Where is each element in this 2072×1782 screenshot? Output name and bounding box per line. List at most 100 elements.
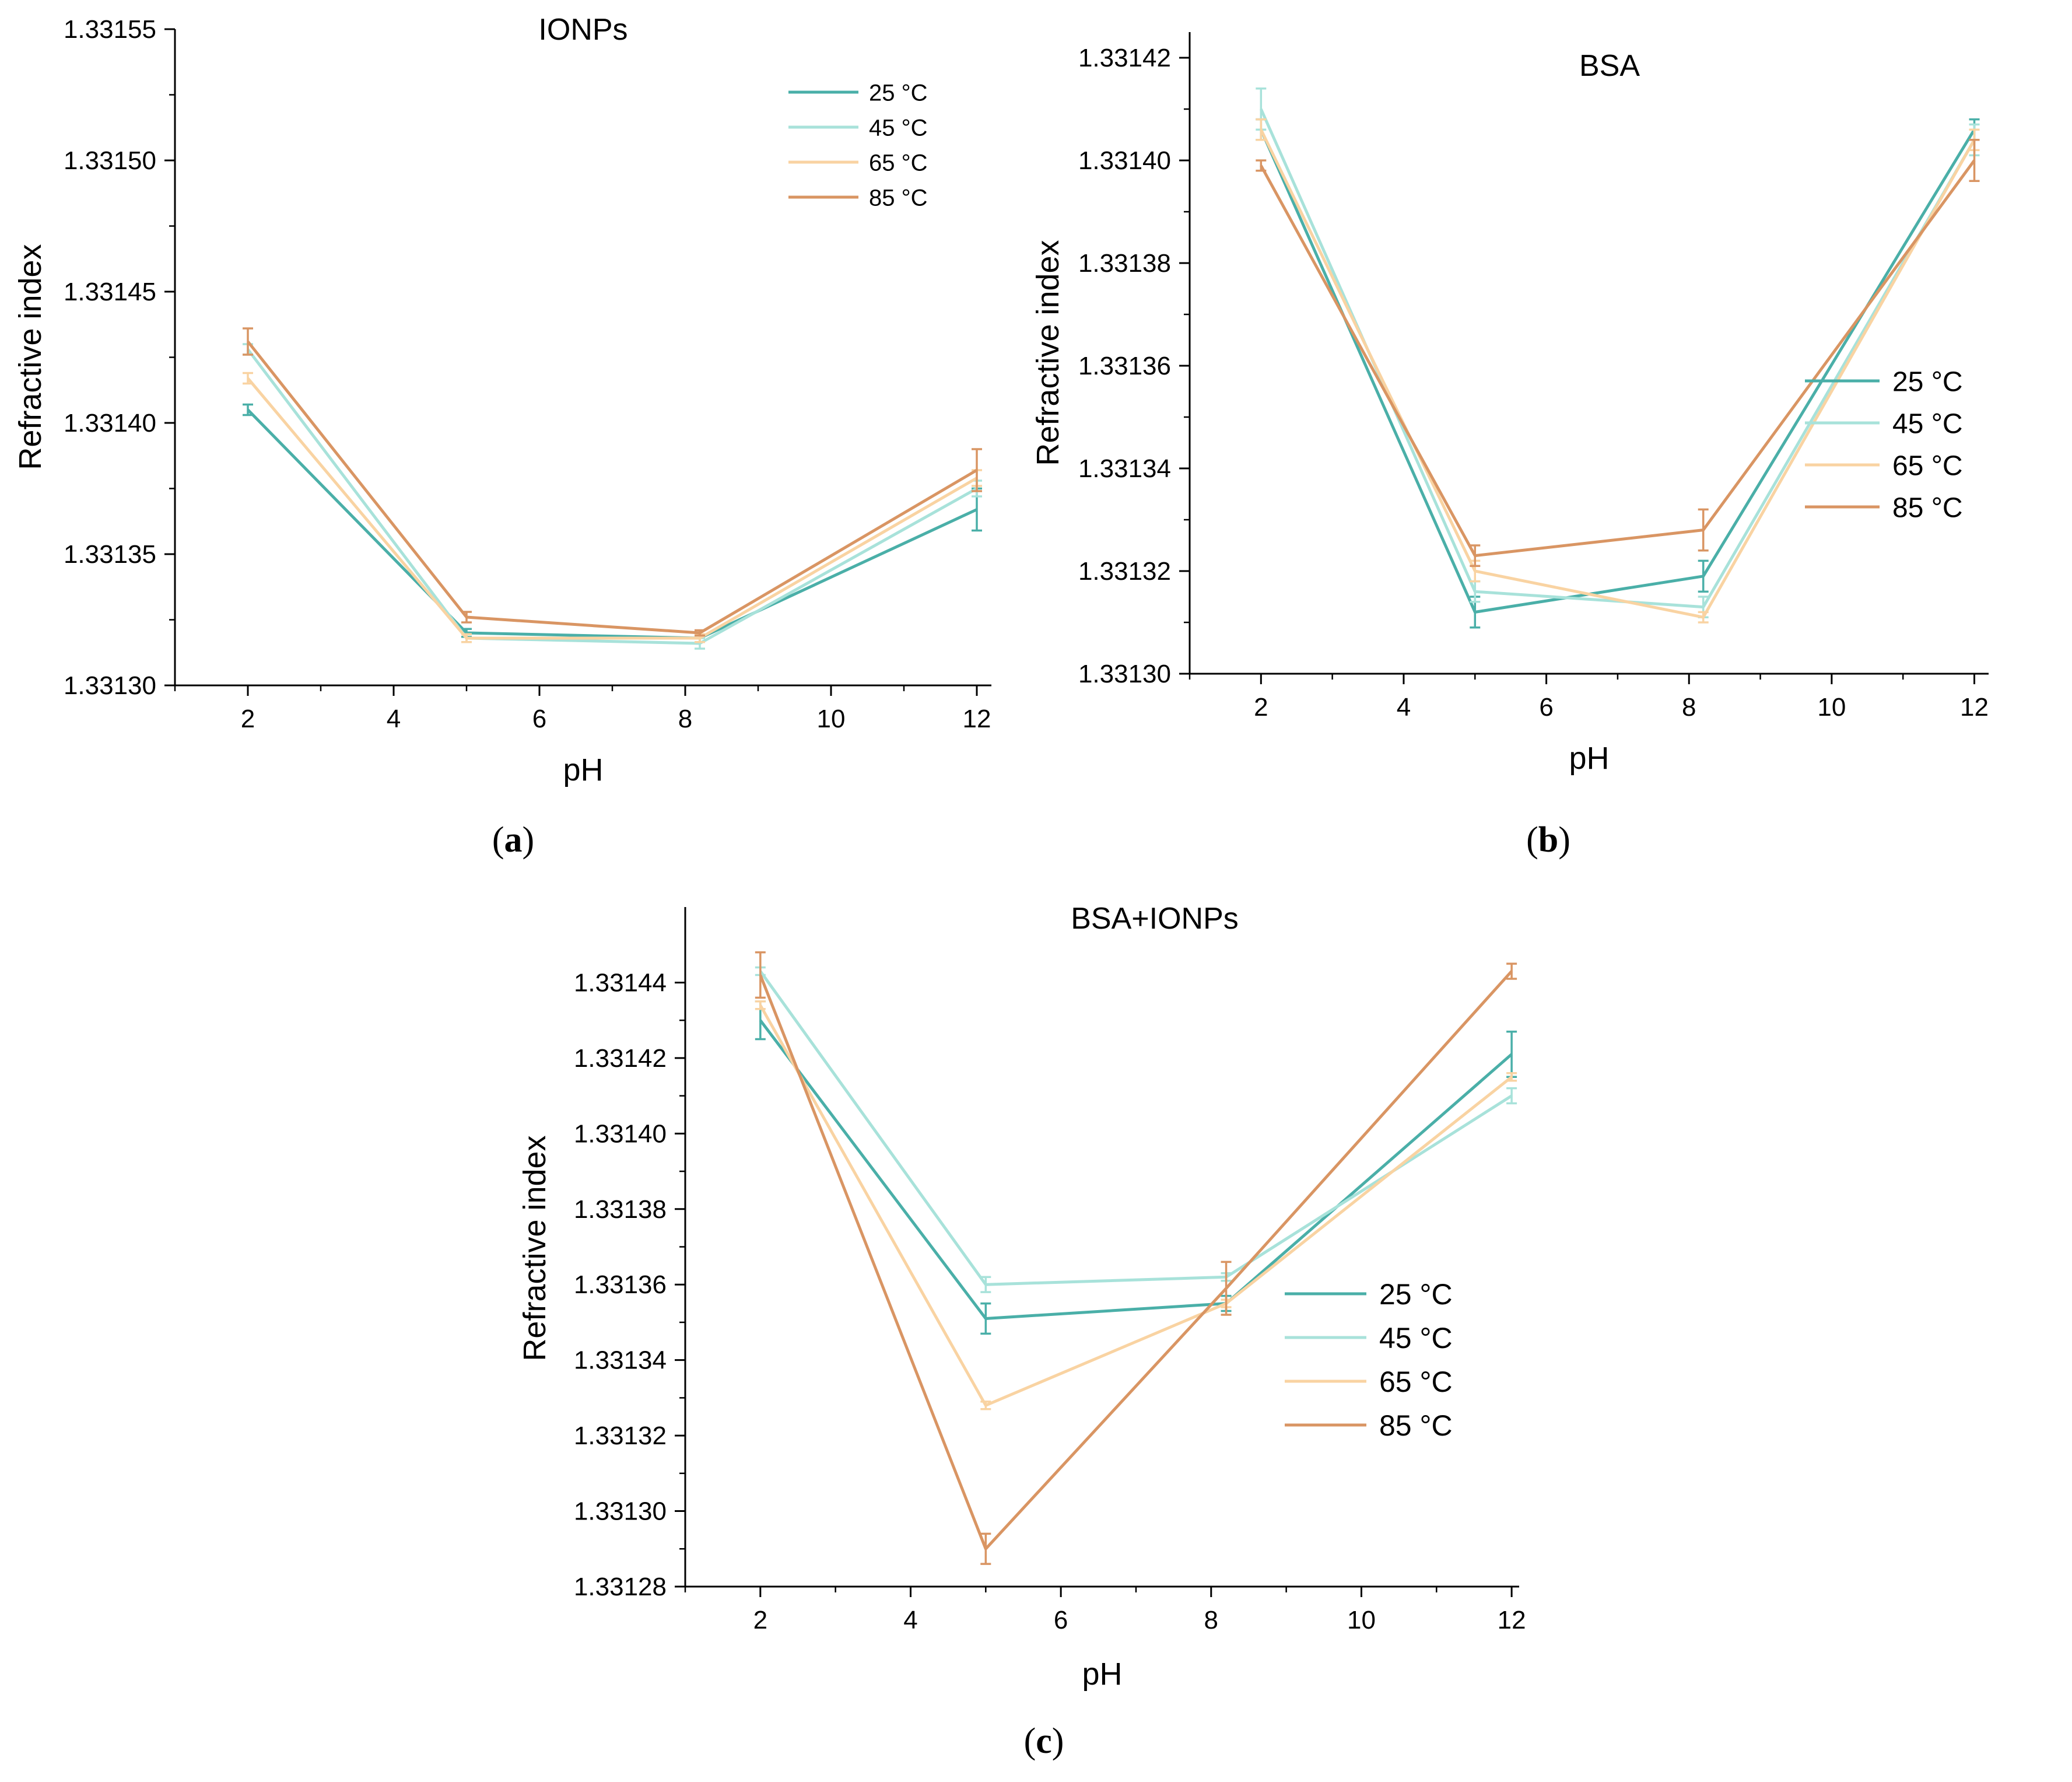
y-tick-label: 1.33132 <box>574 1422 667 1450</box>
error-bar <box>1256 159 1267 172</box>
chart-c-series <box>755 951 1517 1565</box>
legend-label: 25 °C <box>1892 366 1963 397</box>
chart-b-title: BSA <box>1579 49 1640 83</box>
x-tick-label: 8 <box>1682 693 1696 722</box>
chart-c-legend: 25 °C 45 °C 65 °C 85 °C <box>1285 1278 1453 1442</box>
chart-b-x-axis-title: pH <box>1569 741 1609 776</box>
x-tick-label: 10 <box>817 705 846 733</box>
chart-panel-a: IONPs 2 4 6 8 10 12 1.33130 1.33135 1.33140 1.331… <box>13 13 991 860</box>
legend-label: 45 °C <box>869 115 928 141</box>
legend-item-25: 25 °C <box>1805 366 1963 397</box>
series-line-25 <box>759 1019 1513 1320</box>
error-bar <box>755 1000 766 1010</box>
x-tick-label: 2 <box>241 705 255 733</box>
legend-label: 85 °C <box>869 185 928 211</box>
y-tick-label: 1.33145 <box>64 278 156 306</box>
series-line-85 <box>1260 159 1976 558</box>
chart-c-caption-letter: c <box>1036 1721 1052 1761</box>
series-line-85 <box>247 340 978 635</box>
series-line-85 <box>759 970 1513 1550</box>
error-bar <box>1470 544 1481 567</box>
legend-label: 25 °C <box>1379 1278 1453 1311</box>
chart-a-y-axis-title: Refractive index <box>13 244 48 470</box>
error-bar <box>1506 1072 1517 1082</box>
y-tick-label: 1.33138 <box>574 1195 667 1224</box>
legend-item-85: 85 °C <box>1285 1409 1453 1442</box>
chart-c-x-axis-title: pH <box>1082 1657 1122 1692</box>
error-bar <box>980 1401 991 1410</box>
chart-b-caption: (b) <box>1526 820 1570 860</box>
error-bar <box>1506 962 1517 980</box>
legend-label: 45 °C <box>1379 1322 1453 1354</box>
y-tick-label: 1.33144 <box>574 968 667 997</box>
legend-item-65: 65 °C <box>1805 450 1963 481</box>
chart-a-series <box>243 327 982 650</box>
x-tick-label: 12 <box>963 705 991 733</box>
y-tick-label: 1.33136 <box>574 1270 667 1299</box>
x-tick-label: 6 <box>1539 693 1553 722</box>
error-bar <box>980 1302 991 1335</box>
y-tick-label: 1.33140 <box>64 409 156 437</box>
error-bar <box>972 448 982 492</box>
error-bar <box>980 1532 991 1565</box>
y-tick-label: 1.33135 <box>64 540 156 569</box>
y-tick-label: 1.33130 <box>574 1497 667 1526</box>
y-tick-label: 1.33130 <box>64 671 156 700</box>
x-tick-label: 2 <box>753 1606 767 1634</box>
error-bar <box>755 951 766 999</box>
x-tick-label: 6 <box>1054 1606 1068 1634</box>
chart-a-legend: 25 °C 45 °C 65 °C 85 °C <box>788 80 928 211</box>
error-bar <box>243 327 253 356</box>
legend-item-65: 65 °C <box>1285 1366 1453 1398</box>
x-tick-label: 10 <box>1817 693 1846 722</box>
error-bar <box>1698 611 1709 624</box>
legend-item-25: 25 °C <box>788 80 928 106</box>
legend-item-45: 45 °C <box>788 115 928 141</box>
x-tick-label: 4 <box>387 705 401 733</box>
error-bar <box>980 1276 991 1293</box>
y-tick-label: 1.33142 <box>1078 44 1171 72</box>
x-tick-label: 12 <box>1498 1606 1526 1634</box>
chart-panel-c: BSA+IONPs 2 4 6 8 10 12 1.33128 1.33130 1.33132 1… <box>517 902 1526 1761</box>
x-tick-label: 8 <box>678 705 692 733</box>
chart-b-y-axis-title: Refractive index <box>1030 240 1065 465</box>
y-tick-label: 1.33132 <box>1078 557 1171 586</box>
legend-label: 65 °C <box>1892 450 1963 481</box>
chart-panel-b: BSA 2 4 6 8 10 12 1.33130 1.33132 1.33134 1.33136… <box>1030 32 1989 860</box>
chart-a-caption-letter: a <box>504 820 523 860</box>
legend-item-85: 85 °C <box>788 185 928 211</box>
legend-label: 65 °C <box>1379 1366 1453 1398</box>
x-tick-label: 2 <box>1254 693 1268 722</box>
error-bar <box>1698 508 1709 552</box>
y-tick-label: 1.33138 <box>1078 249 1171 278</box>
chart-b-ticks: 2 4 6 8 10 12 1.33130 1.33132 1.33134 1.33136 1.33… <box>1078 44 1989 722</box>
error-bar <box>243 403 253 416</box>
legend-item-45: 45 °C <box>1805 408 1963 439</box>
y-tick-label: 1.33155 <box>64 15 156 44</box>
chart-c-title: BSA+IONPs <box>1071 902 1239 936</box>
series-line-45 <box>247 348 978 645</box>
error-bar <box>1506 1087 1517 1105</box>
error-bar <box>1698 559 1709 593</box>
legend-item-45: 45 °C <box>1285 1322 1453 1354</box>
y-tick-label: 1.33130 <box>1078 660 1171 688</box>
y-tick-label: 1.33140 <box>1078 146 1171 175</box>
x-tick-label: 4 <box>903 1606 917 1634</box>
y-tick-label: 1.33128 <box>574 1573 667 1601</box>
legend-label: 25 °C <box>869 80 928 106</box>
y-tick-label: 1.33140 <box>574 1119 667 1148</box>
legend-label: 65 °C <box>869 150 928 176</box>
chart-c-y-axis-title: Refractive index <box>517 1135 552 1361</box>
legend-item-25: 25 °C <box>1285 1278 1453 1311</box>
x-tick-label: 6 <box>532 705 546 733</box>
y-tick-label: 1.33134 <box>1078 454 1171 483</box>
y-tick-label: 1.33142 <box>574 1044 667 1073</box>
error-bar <box>243 372 253 385</box>
chart-a-title: IONPs <box>538 13 627 47</box>
series-line-25 <box>247 408 978 640</box>
series-line-65 <box>759 1004 1513 1407</box>
chart-b-caption-letter: b <box>1538 820 1558 860</box>
x-tick-label: 8 <box>1204 1606 1218 1634</box>
